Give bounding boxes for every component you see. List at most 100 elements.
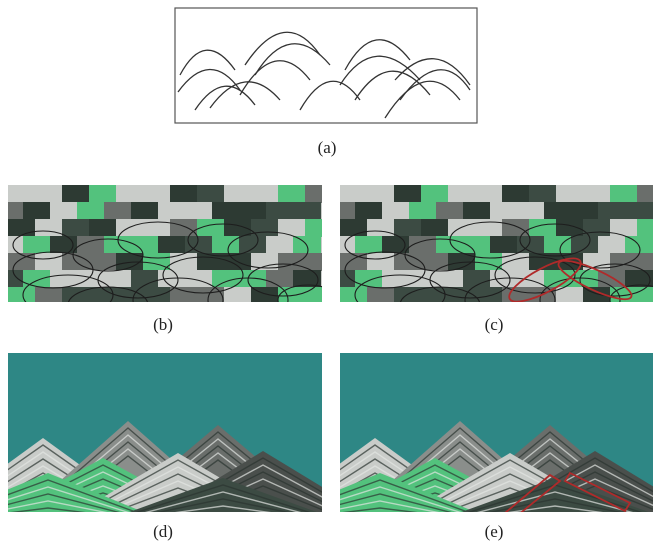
- texture-block: [89, 185, 117, 203]
- texture-block: [610, 185, 638, 203]
- caption: (a): [318, 138, 337, 157]
- texture-block: [239, 236, 267, 254]
- texture-block: [598, 236, 626, 254]
- texture-block: [0, 202, 24, 220]
- texture-block: [394, 185, 422, 203]
- caption: (b): [153, 315, 173, 334]
- texture-block: [490, 236, 518, 254]
- texture-block: [278, 219, 306, 237]
- texture-block: [305, 185, 333, 203]
- texture-block: [8, 219, 36, 237]
- texture-block: [436, 202, 464, 220]
- texture-block: [340, 185, 368, 203]
- texture-block: [131, 202, 159, 220]
- texture-block: [158, 236, 186, 254]
- texture-block: [8, 185, 36, 203]
- texture-block: [170, 219, 198, 237]
- texture-block: [293, 202, 321, 220]
- texture-block: [502, 219, 530, 237]
- texture-block: [625, 202, 653, 220]
- texture-block: [367, 253, 395, 271]
- mountain-stripe: [143, 513, 303, 518]
- caption: (e): [485, 522, 504, 541]
- panel-b: [0, 185, 338, 323]
- mountain-stripe: [475, 513, 635, 518]
- texture-block: [328, 270, 356, 288]
- texture-block: [556, 287, 584, 305]
- texture-block: [421, 219, 449, 237]
- texture-block: [490, 202, 518, 220]
- texture-block: [23, 236, 51, 254]
- texture-block: [367, 219, 395, 237]
- texture-block: [278, 185, 306, 203]
- texture-block: [251, 185, 279, 203]
- texture-block: [382, 202, 410, 220]
- texture-block: [197, 287, 225, 305]
- texture-block: [77, 202, 105, 220]
- texture-block: [409, 202, 437, 220]
- texture-block: [610, 219, 638, 237]
- panel-d: [0, 353, 373, 518]
- texture-block: [475, 185, 503, 203]
- texture-block: [571, 202, 599, 220]
- texture-block: [598, 202, 626, 220]
- texture-block: [340, 253, 368, 271]
- texture-block: [266, 270, 294, 288]
- texture-block: [158, 202, 186, 220]
- texture-block: [50, 202, 78, 220]
- texture-block: [637, 185, 655, 203]
- texture-block: [583, 185, 611, 203]
- texture-block: [394, 219, 422, 237]
- texture-block: [35, 185, 63, 203]
- page: (a) (b) (c) (d) (e) (() => { const data …: [0, 0, 655, 543]
- texture-block: [305, 287, 333, 305]
- texture-block: [170, 185, 198, 203]
- panel-c: [328, 185, 655, 323]
- texture-block: [8, 287, 36, 305]
- texture-block: [367, 185, 395, 203]
- texture-block: [266, 236, 294, 254]
- texture-block: [0, 270, 24, 288]
- texture-block: [355, 236, 383, 254]
- texture-block: [463, 202, 491, 220]
- texture-block: [305, 253, 333, 271]
- texture-block: [224, 185, 252, 203]
- texture-block: [544, 202, 572, 220]
- texture-block: [239, 202, 267, 220]
- texture-block: [35, 287, 63, 305]
- texture-block: [502, 185, 530, 203]
- texture-block: [35, 219, 63, 237]
- texture-block: [571, 236, 599, 254]
- texture-block: [35, 253, 63, 271]
- texture-block: [104, 202, 132, 220]
- texture-block: [62, 185, 90, 203]
- texture-block: [340, 287, 368, 305]
- texture-block: [340, 219, 368, 237]
- texture-block: [305, 219, 333, 237]
- texture-block: [23, 270, 51, 288]
- texture-block: [170, 287, 198, 305]
- texture-block: [502, 287, 530, 305]
- texture-block: [421, 185, 449, 203]
- texture-block: [197, 185, 225, 203]
- panel-a-frame: [175, 8, 477, 123]
- texture-block: [556, 185, 584, 203]
- texture-block: [355, 270, 383, 288]
- texture-block: [212, 202, 240, 220]
- texture-block: [355, 202, 383, 220]
- texture-block: [637, 287, 655, 305]
- texture-block: [116, 185, 144, 203]
- texture-block: [529, 185, 557, 203]
- caption: (d): [153, 522, 173, 541]
- texture-block: [23, 202, 51, 220]
- caption: (c): [485, 315, 504, 334]
- texture-block: [517, 202, 545, 220]
- texture-block: [328, 236, 356, 254]
- texture-block: [328, 202, 356, 220]
- texture-block: [62, 219, 90, 237]
- texture-block: [637, 219, 655, 237]
- figure: (a) (b) (c) (d) (e): [0, 0, 655, 543]
- texture-block: [8, 253, 36, 271]
- texture-block: [143, 185, 171, 203]
- texture-block: [224, 287, 252, 305]
